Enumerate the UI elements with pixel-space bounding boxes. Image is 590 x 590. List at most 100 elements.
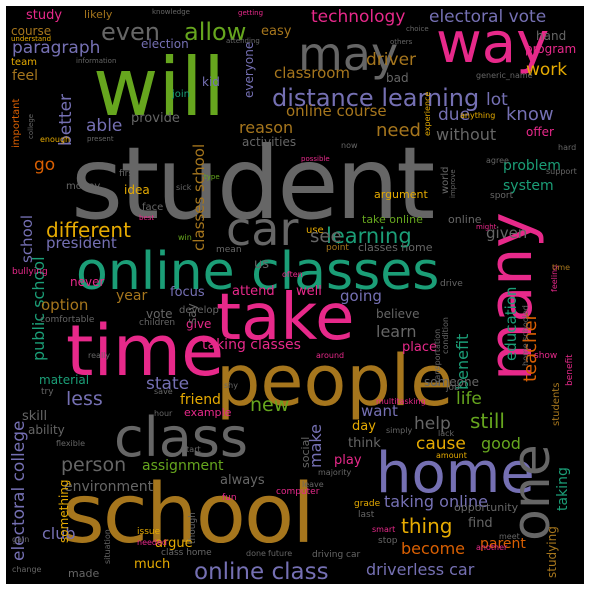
word-improve: improve	[449, 169, 457, 198]
word-become: become	[401, 539, 466, 558]
word-even: even	[101, 18, 160, 46]
word-possible: possible	[301, 155, 330, 163]
word-win: win	[178, 233, 192, 242]
word-skill: skill	[22, 409, 48, 424]
word-gain: gain	[12, 535, 30, 544]
word-everyone: everyone	[242, 41, 256, 98]
word-information: information	[76, 57, 117, 65]
word-needed: needed	[137, 538, 167, 547]
word-likely: likely	[84, 8, 113, 21]
word-able: able	[86, 116, 123, 136]
word-take: take	[216, 281, 355, 355]
word-allow: allow	[184, 18, 247, 46]
word-parent: parent	[480, 536, 526, 552]
word-class-home: class home	[161, 548, 212, 558]
word-hard: hard	[558, 143, 577, 152]
word-time-small: time	[552, 263, 571, 272]
word-point: point	[326, 243, 349, 253]
word-stop: stop	[378, 536, 398, 546]
word-though: though	[188, 512, 198, 544]
word-start: start	[182, 445, 201, 454]
word-type: type	[204, 173, 220, 181]
word-generic-name: generic_name	[476, 71, 533, 80]
word-learning: learning	[326, 224, 412, 248]
word-join: join	[172, 89, 191, 100]
word-best: best	[139, 214, 155, 222]
word-important: important	[11, 98, 22, 148]
word-year: year	[116, 288, 148, 304]
word-opportunity: opportunity	[454, 501, 519, 514]
word-never: never	[70, 275, 105, 289]
word-first: first	[119, 169, 137, 179]
word-home: home	[376, 441, 535, 506]
word-focus: focus	[170, 285, 205, 300]
word-done: done	[246, 549, 266, 558]
word-classes-home: classes home	[358, 241, 433, 254]
word-job: job	[446, 383, 460, 393]
word-place: place	[402, 340, 437, 355]
word-help: help	[414, 414, 451, 434]
word-environment: environment	[64, 479, 154, 495]
word-amount: amount	[436, 451, 467, 460]
word-drive: drive	[440, 279, 463, 289]
word-provide: provide	[131, 111, 180, 126]
word-home-schooled: home schooled	[521, 305, 530, 366]
word-activities: activities	[242, 135, 297, 149]
word-try: try	[41, 387, 54, 397]
word-take-online: take online	[362, 213, 423, 226]
word-fun: fun	[222, 493, 237, 503]
word-ability: ability	[28, 423, 65, 437]
word-assignment: assignment	[142, 458, 224, 474]
word-course: course	[11, 24, 52, 38]
word-state: state	[146, 374, 190, 394]
word-anything: anything	[460, 111, 496, 120]
word-time: time	[66, 310, 225, 392]
word-taking-classes: taking classes	[202, 337, 301, 353]
word-people: people	[216, 340, 454, 422]
word-grade: grade	[354, 499, 381, 509]
word-study: study	[26, 8, 63, 23]
word-might: might	[476, 223, 497, 231]
word-money: money	[66, 181, 101, 192]
word-classroom: classroom	[274, 64, 351, 82]
word-still: still	[470, 409, 505, 433]
word-president: president	[46, 234, 117, 252]
word-way: way	[436, 11, 550, 76]
word-hand: hand	[536, 29, 567, 43]
word-may: may	[298, 27, 399, 81]
word-others: others	[390, 38, 413, 46]
word-club: club	[42, 524, 76, 543]
word-last: last	[358, 510, 375, 520]
word-computer: computer	[276, 487, 320, 497]
word-say: say	[185, 303, 199, 324]
word-paragraph: paragraph	[12, 38, 101, 58]
word-want: want	[361, 402, 398, 420]
word-made: made	[68, 567, 100, 580]
word-election: election	[141, 37, 189, 51]
word-example: example	[184, 406, 232, 419]
word-taking: taking	[555, 467, 571, 511]
word-cloud: student will school people time take onl…	[6, 6, 584, 584]
word-enough: enough	[40, 135, 71, 144]
word-idea: idea	[124, 183, 150, 197]
word-going: going	[340, 287, 382, 305]
word-lack: lack	[438, 429, 455, 438]
word-distance-learning: distance learning	[272, 84, 480, 112]
word-work: work	[526, 60, 568, 80]
word-someone: someone	[424, 375, 479, 389]
word-often: often	[282, 270, 303, 279]
word-will: will	[93, 41, 226, 134]
word-need: need	[376, 120, 421, 141]
word-issue: issue	[137, 527, 161, 537]
word-studying: studying	[545, 526, 559, 578]
word-online-class: online class	[194, 559, 329, 584]
word-flexible: flexible	[56, 439, 85, 448]
word-believe: believe	[376, 307, 420, 321]
word-much: much	[134, 557, 171, 572]
word-hour: hour	[154, 409, 173, 418]
word-person: person	[61, 454, 127, 476]
word-agree: agree	[486, 156, 509, 165]
word-show: show	[534, 351, 558, 361]
word-given: given	[486, 224, 528, 242]
word-lot: lot	[486, 90, 508, 110]
